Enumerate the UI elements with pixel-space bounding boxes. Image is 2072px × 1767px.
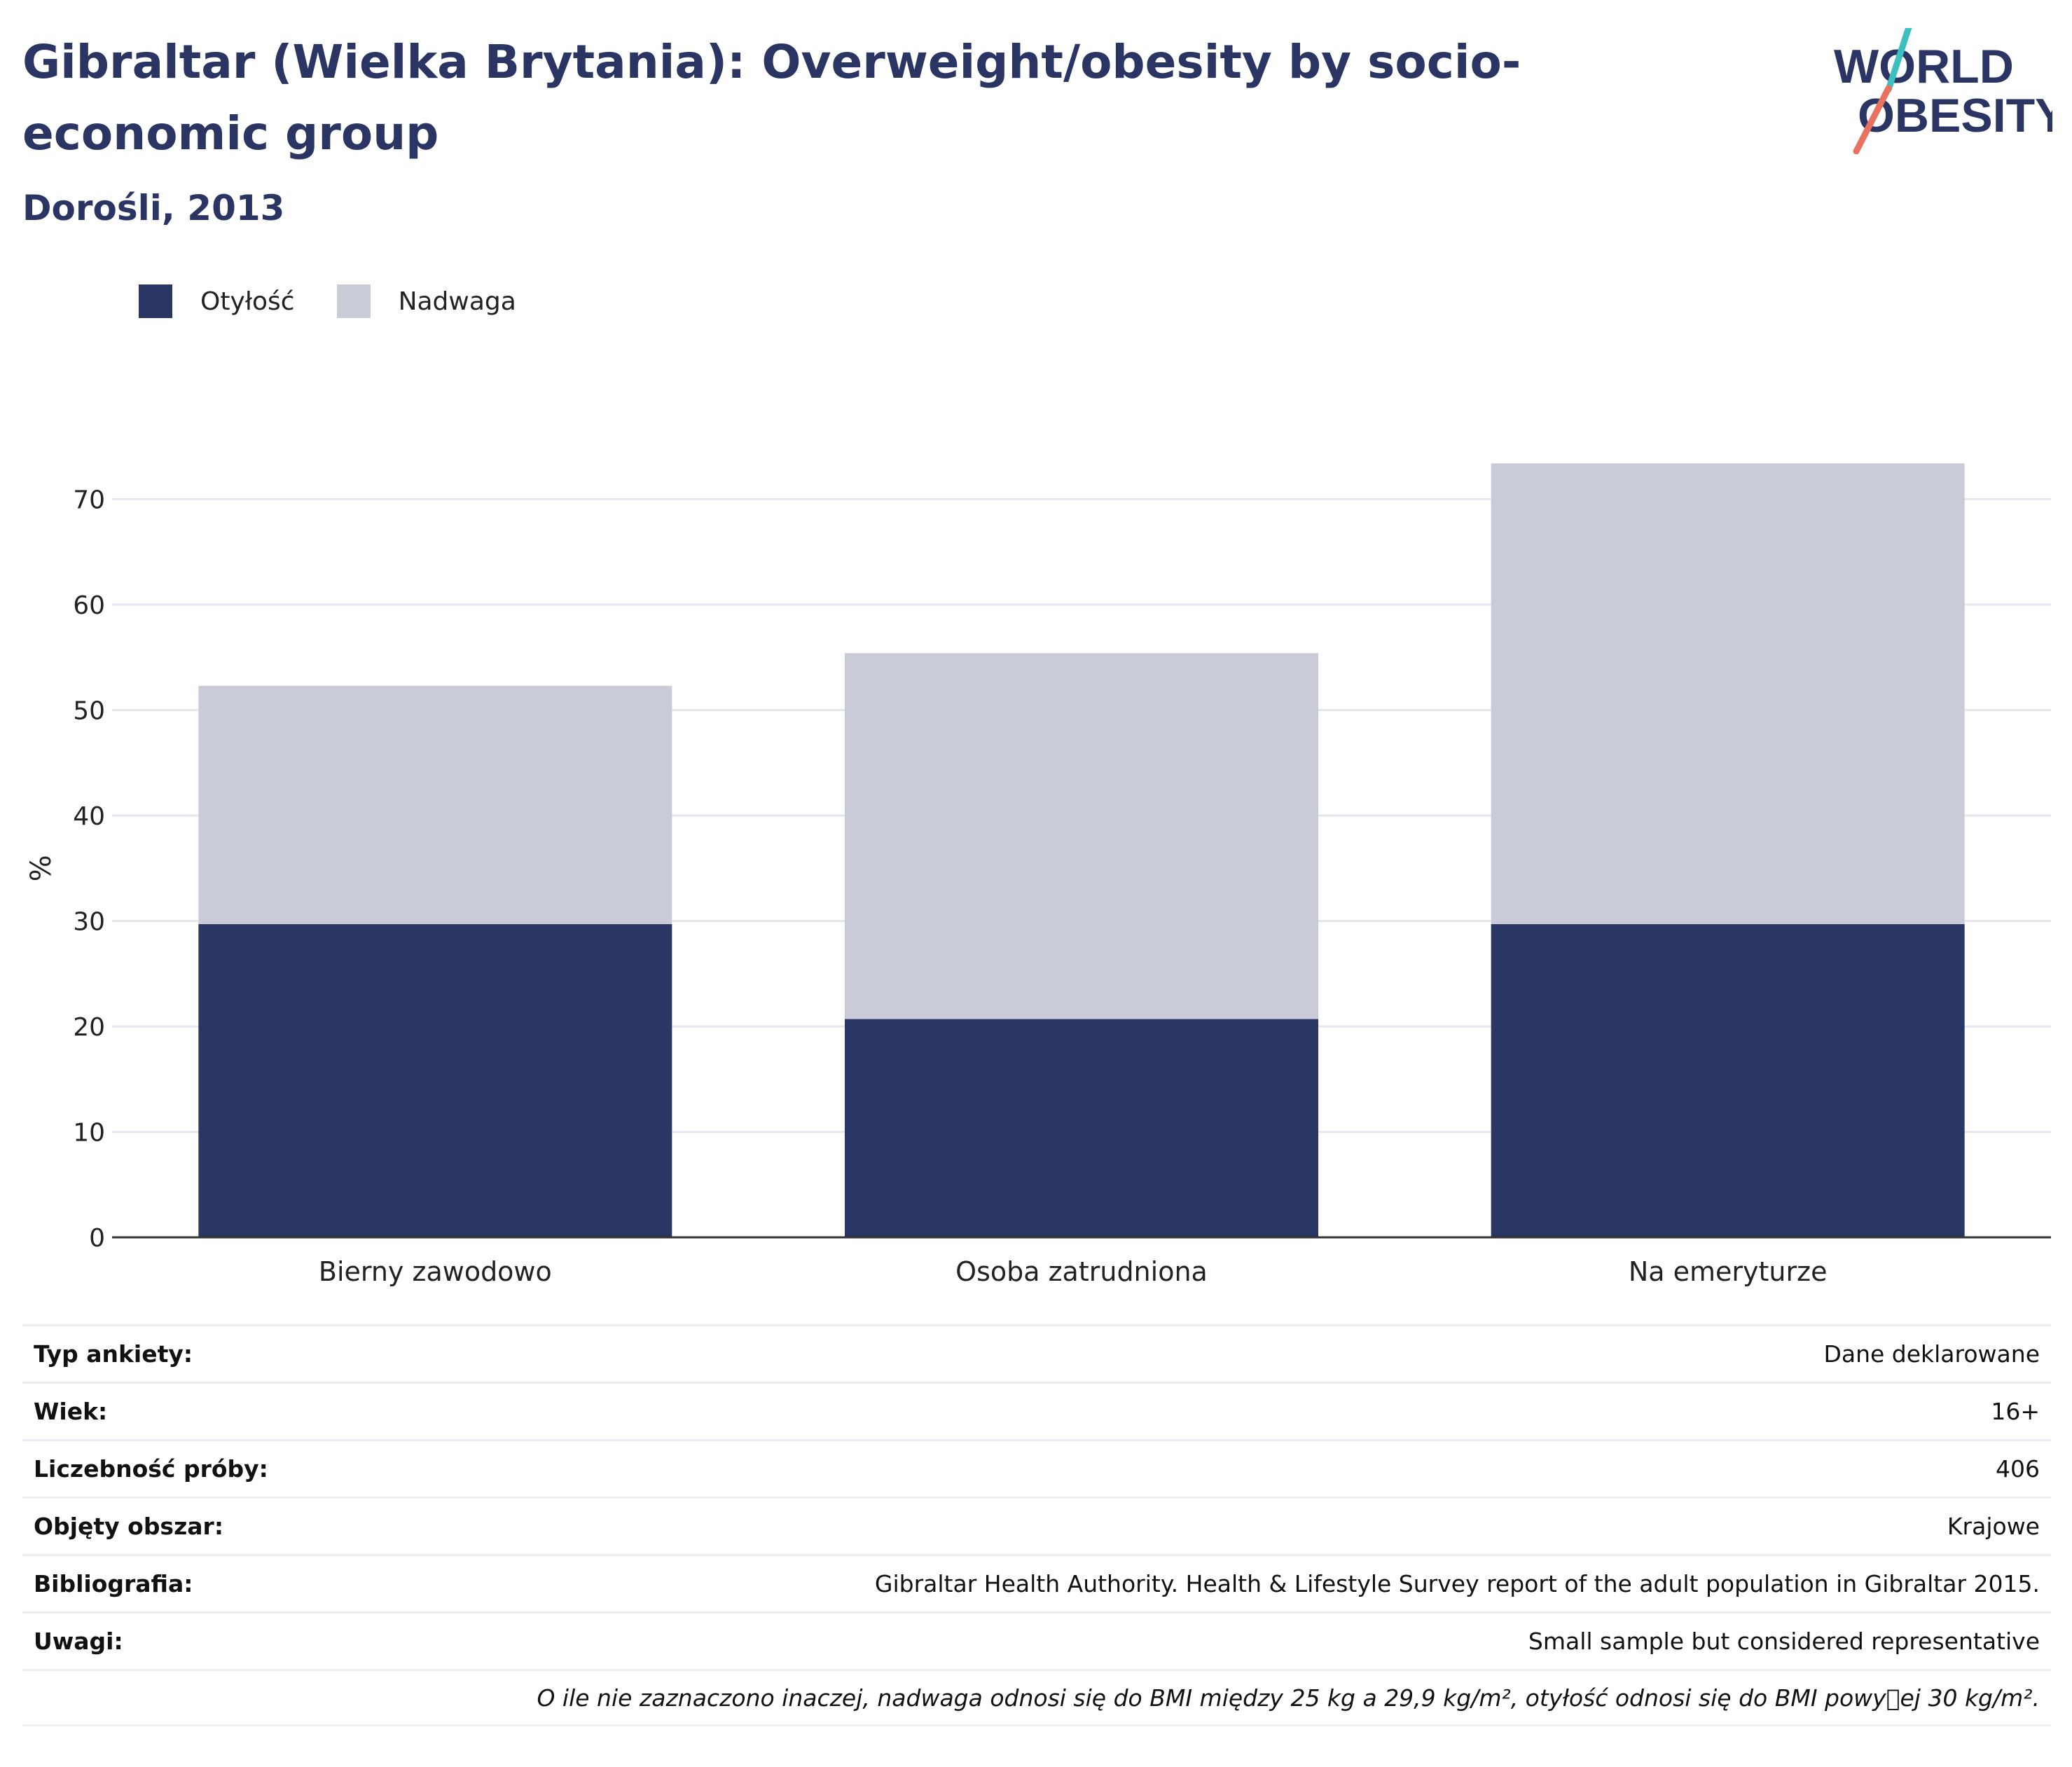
logo-slash-teal [1885, 28, 1912, 93]
world-obesity-logo: WORLD OBESITY [1834, 28, 2052, 154]
bar-overweight [198, 685, 672, 925]
bar-overweight [1491, 463, 1965, 925]
info-value: 406 [1996, 1455, 2040, 1483]
x-tick-label: Na emeryturze [1629, 1256, 1828, 1287]
info-label: Objęty obszar: [34, 1513, 224, 1540]
stacked-bar-chart: 0 10 20 30 40 50 60 70% Bierny zawodowo Osoba zat… [25, 463, 2051, 1287]
chart-subtitle: Dorośli, 2013 [22, 188, 285, 228]
info-value: 16+ [1991, 1398, 2040, 1425]
info-row-notes: Uwagi: Small sample but considered repre… [22, 1611, 2051, 1669]
logo-slash-coral [1853, 85, 1892, 154]
info-value: Krajowe [1947, 1513, 2040, 1540]
y-tick-label: 60 [73, 591, 105, 620]
info-label: Bibliografia: [34, 1570, 193, 1597]
y-tick-label: 70 [73, 486, 105, 515]
bar-obesity [845, 1019, 1318, 1237]
logo-text-obesity: OBESITY [1858, 89, 2052, 142]
bars [198, 463, 1965, 1237]
info-row-survey-type: Typ ankiety: Dane deklarowane [22, 1324, 2051, 1382]
legend-item-overweight[interactable]: Nadwaga [336, 284, 516, 318]
legend-swatch-obesity [139, 284, 172, 318]
y-tick-label: 20 [73, 1013, 105, 1042]
x-tick-label: Osoba zatrudniona [955, 1256, 1208, 1287]
chart-legend: Otyłość Nadwaga [139, 280, 558, 322]
info-label: Liczebność próby: [34, 1455, 268, 1483]
y-axis-label: % [25, 855, 57, 881]
info-value: Small sample but considered representati… [1528, 1628, 2040, 1655]
bar-obesity [1491, 924, 1965, 1237]
bar-obesity [198, 924, 672, 1237]
info-row-footnote: O ile nie zaznaczono inaczej, nadwaga od… [22, 1669, 2051, 1726]
info-table: Typ ankiety: Dane deklarowane Wiek: 16+ … [22, 1324, 2051, 1726]
y-tick-label: 30 [73, 908, 105, 937]
info-row-bibliography: Bibliografia: Gibraltar Health Authority… [22, 1554, 2051, 1611]
info-row-area: Objęty obszar: Krajowe [22, 1497, 2051, 1554]
info-label: Typ ankiety: [34, 1340, 193, 1368]
info-label: Uwagi: [34, 1628, 123, 1655]
axes: 0 10 20 30 40 50 60 70% Bierny zawodowo Osoba zat… [25, 486, 2051, 1287]
legend-swatch-overweight [336, 284, 371, 318]
y-tick-label: 10 [73, 1119, 105, 1148]
info-label: Wiek: [34, 1398, 108, 1425]
info-value: Dane deklarowane [1823, 1340, 2040, 1368]
footnote: O ile nie zaznaczono inaczej, nadwaga od… [537, 1684, 2040, 1712]
y-tick-label: 50 [73, 697, 105, 726]
x-tick-label: Bierny zawodowo [319, 1256, 552, 1287]
info-row-sample-size: Liczebność próby: 406 [22, 1439, 2051, 1497]
bar-overweight [845, 653, 1318, 1019]
info-value: Gibraltar Health Authority. Health & Lif… [874, 1570, 2040, 1597]
logo-text-world: WORLD [1834, 40, 2014, 93]
legend-label-overweight: Nadwaga [398, 287, 516, 316]
legend-label-obesity: Otyłość [200, 287, 295, 316]
legend-item-obesity[interactable]: Otyłość [139, 284, 295, 318]
info-row-age: Wiek: 16+ [22, 1382, 2051, 1439]
y-tick-label: 0 [89, 1224, 105, 1253]
y-tick-label: 40 [73, 802, 105, 831]
chart-title: Gibraltar (Wielka Brytania): Overweight/… [22, 35, 1521, 160]
